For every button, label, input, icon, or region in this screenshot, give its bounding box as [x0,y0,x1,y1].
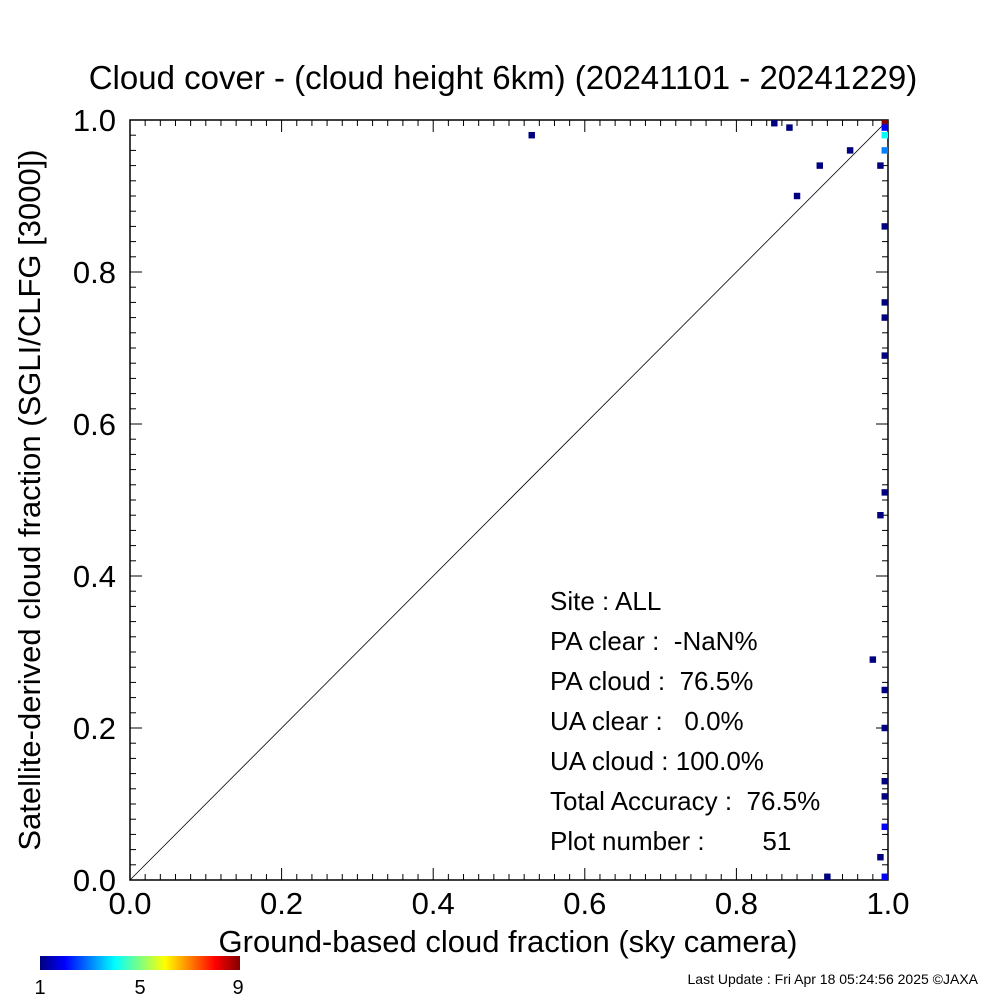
data-point [881,823,888,831]
stats-line: UA cloud : 100.0% [550,746,764,776]
data-point [881,124,888,131]
data-point [881,873,888,880]
data-point [881,724,888,732]
stats-line: Total Accuracy : 76.5% [550,786,820,816]
data-point [877,162,884,169]
y-tick-label: 0.2 [73,711,116,746]
y-tick-label: 0.6 [73,407,116,442]
x-tick-label: 0.0 [108,886,151,921]
data-point [528,131,535,139]
data-point [771,120,778,127]
y-tick-label: 0.0 [73,863,116,898]
data-point [877,853,884,861]
stats-block: Site : ALL PA clear : -NaN% PA cloud : 76.… [550,586,820,856]
minor-ticks [130,120,888,880]
last-update-text: Last Update : Fri Apr 18 05:24:56 2025 ©… [688,971,979,987]
stats-line: PA cloud : 76.5% [550,666,753,696]
stats-line: Site : ALL [550,586,661,616]
x-tick-labels: 0.0 0.2 0.4 0.6 0.8 1.0 [108,886,909,921]
data-point [881,147,888,154]
colorbar-mid-label: 5 [134,977,145,999]
data-point [881,314,888,321]
data-point [881,120,888,127]
stats-line: UA clear : 0.0% [550,706,744,736]
data-point [824,873,831,880]
colorbar [40,956,240,970]
x-tick-label: 1.0 [866,886,909,921]
chart-title: Cloud cover - (cloud height 6km) (202411… [89,59,918,96]
x-tick-label: 0.6 [563,886,606,921]
data-point [881,352,888,359]
stats-line: Plot number : 51 [550,826,791,856]
x-tick-label: 0.8 [715,886,758,921]
colorbar-max-label: 9 [232,977,243,999]
y-tick-label: 0.4 [73,559,116,594]
x-axis-label: Ground-based cloud fraction (sky camera) [219,924,798,959]
data-point [793,192,801,200]
data-point [881,777,888,785]
data-point [786,124,793,131]
y-axis-label: Satellite-derived cloud fraction (SGLI/C… [12,149,47,850]
reference-diagonal-line [129,119,889,881]
data-point [881,299,888,306]
colorbar-min-label: 1 [34,977,45,999]
y-tick-label: 0.8 [73,255,116,290]
data-point [869,656,877,663]
data-point [877,511,884,519]
data-point [881,131,888,139]
stats-line: PA clear : -NaN% [550,626,758,656]
x-tick-label: 0.4 [412,886,455,921]
data-point [881,686,888,694]
data-point [816,162,824,169]
data-point [881,793,888,800]
data-point [846,147,854,154]
data-points [528,120,888,880]
y-tick-label: 1.0 [73,103,116,138]
data-point [881,223,888,230]
x-tick-label: 0.2 [260,886,303,921]
data-point [881,489,888,496]
y-tick-labels: 0.0 0.2 0.4 0.6 0.8 1.0 [73,103,116,898]
